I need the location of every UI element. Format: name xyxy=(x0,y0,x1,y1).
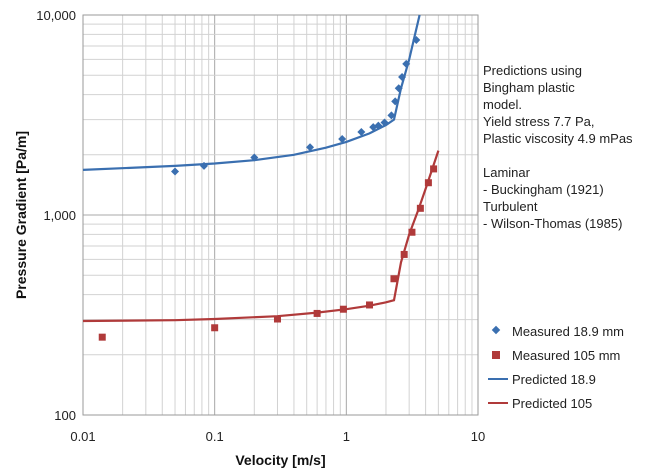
diamond-marker-icon xyxy=(486,324,510,338)
annotation-line: Laminar xyxy=(483,165,530,180)
x-axis-title: Velocity [m/s] xyxy=(235,452,325,468)
annotation-line xyxy=(483,147,643,164)
x-tick-label: 1 xyxy=(343,429,350,444)
legend-label: Measured 18.9 mm xyxy=(512,323,624,339)
annotation-line: - Buckingham (1921) xyxy=(483,182,604,197)
grid xyxy=(83,15,478,415)
series-3 xyxy=(82,150,440,323)
annotation-line: Predictions using xyxy=(483,63,582,78)
line-icon xyxy=(486,372,510,386)
y-tick-label: 10,000 xyxy=(36,8,76,23)
annotation-line: Yield stress 7.7 Pa, xyxy=(483,114,595,129)
annotation-line: model. xyxy=(483,97,523,112)
legend-label: Predicted 105 xyxy=(512,395,593,411)
annotation-line: Plastic viscosity 4.9 mPas xyxy=(483,131,633,146)
data-point-square xyxy=(211,324,219,332)
data-point-diamond xyxy=(306,143,315,152)
data-point-diamond xyxy=(357,128,366,137)
legend-item: Predicted 18.9 xyxy=(486,367,624,391)
legend-label: Measured 105 mm xyxy=(512,347,621,363)
series-line xyxy=(82,14,421,171)
x-tick-label: 0.01 xyxy=(70,429,95,444)
series-2 xyxy=(82,14,421,171)
legend-item: Measured 18.9 mm xyxy=(486,319,624,343)
legend-item: Predicted 105 xyxy=(486,391,624,415)
plot-area xyxy=(82,14,479,416)
y-axis-title: Pressure Gradient [Pa/m] xyxy=(13,131,29,299)
data-point-square xyxy=(416,204,424,212)
data-point-diamond xyxy=(171,167,180,176)
x-tick-label: 10 xyxy=(471,429,485,444)
annotation-line: Turbulent xyxy=(483,199,538,214)
legend-item: Measured 105 mm xyxy=(486,343,624,367)
series-layer xyxy=(82,14,440,341)
series-line xyxy=(82,150,440,323)
annotation-line: Bingham plastic xyxy=(483,80,575,95)
legend: Measured 18.9 mm Measured 105 mm Predict… xyxy=(486,319,624,415)
data-point-square xyxy=(390,275,398,283)
square-marker-icon xyxy=(486,348,510,362)
x-tick-label: 0.1 xyxy=(206,429,224,444)
data-point-diamond xyxy=(338,134,347,143)
annotation-text: Predictions using Bingham plastic model.… xyxy=(483,62,643,232)
data-point-square xyxy=(98,333,106,341)
data-point-square xyxy=(408,228,416,236)
legend-label: Predicted 18.9 xyxy=(512,371,596,387)
data-point-square xyxy=(430,165,438,173)
data-point-square xyxy=(273,315,281,323)
line-icon xyxy=(486,396,510,410)
y-tick-label: 100 xyxy=(54,408,76,423)
annotation-line: - Wilson-Thomas (1985) xyxy=(483,216,623,231)
tick-labels: 0.01 0.1 1 10 100 1,000 10,000 xyxy=(36,8,485,444)
y-tick-label: 1,000 xyxy=(43,208,76,223)
